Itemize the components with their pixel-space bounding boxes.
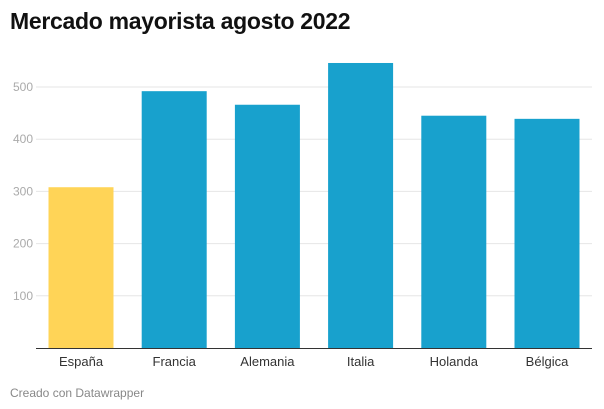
y-tick-label: 100 [13, 289, 33, 303]
bar-italia [328, 62, 394, 348]
y-tick-label: 500 [13, 80, 33, 94]
x-tick-label: Bélgica [526, 354, 569, 369]
x-tick-label: Alemania [240, 354, 295, 369]
bar-españa [48, 187, 114, 348]
bar-francia [141, 91, 207, 349]
y-tick-label: 400 [13, 132, 33, 146]
footer-credit: Creado con Datawrapper [10, 386, 145, 400]
x-tick-label: España [59, 354, 104, 369]
bar-alemania [234, 104, 300, 348]
chart-title: Mercado mayorista agosto 2022 [10, 8, 351, 34]
y-tick-label: 300 [13, 184, 33, 198]
x-tick-label: Holanda [430, 354, 479, 369]
x-tick-label: Francia [153, 354, 197, 369]
x-tick-label: Italia [347, 354, 375, 369]
bar-holanda [421, 115, 487, 349]
bar-bélgica [514, 118, 580, 348]
y-tick-label: 200 [13, 237, 33, 251]
